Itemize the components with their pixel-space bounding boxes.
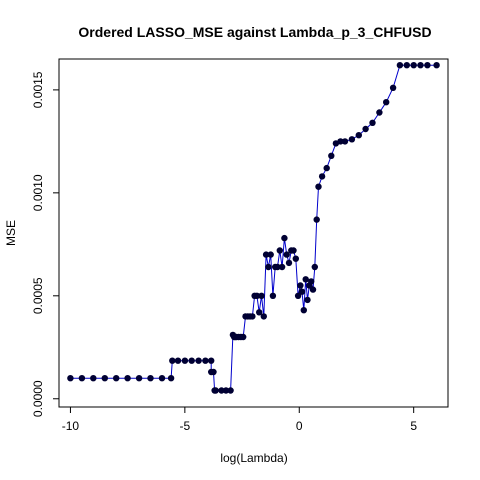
- x-tick-label: 5: [410, 419, 417, 433]
- y-tick-label: 0.0000: [31, 380, 45, 417]
- data-point: [174, 357, 182, 364]
- data-point: [318, 173, 326, 180]
- data-point: [383, 99, 390, 106]
- data-point: [78, 375, 86, 382]
- data-point: [202, 357, 209, 364]
- data-point: [300, 307, 307, 314]
- data-point: [208, 357, 215, 364]
- x-axis: -10 -5 0 5: [62, 407, 417, 433]
- y-tick-label: 0.0005: [31, 277, 45, 314]
- data-point: [90, 375, 97, 382]
- y-tick-label: 0.0010: [31, 174, 45, 211]
- data-point: [424, 61, 431, 69]
- data-point: [283, 251, 290, 258]
- data-point: [308, 278, 315, 285]
- data-point: [278, 263, 286, 271]
- data-point: [294, 292, 302, 299]
- data-point: [158, 375, 166, 382]
- data-point: [188, 357, 195, 364]
- data-point: [256, 309, 263, 316]
- x-axis-label: log(Lambda): [220, 451, 287, 465]
- data-point: [297, 282, 304, 289]
- data-point: [313, 216, 320, 223]
- data-point: [433, 61, 440, 69]
- data-point: [281, 234, 288, 242]
- data-point: [240, 333, 247, 341]
- data-point: [337, 138, 344, 145]
- data-point: [292, 255, 299, 262]
- data-point: [355, 132, 362, 139]
- data-point: [396, 61, 404, 69]
- data-point: [328, 152, 335, 159]
- data-point: [212, 387, 219, 394]
- data-point: [253, 292, 261, 299]
- data-point: [290, 247, 297, 254]
- data-point: [274, 263, 281, 271]
- series-points: [67, 61, 440, 394]
- x-tick-label: -10: [62, 419, 80, 433]
- data-point: [369, 119, 376, 127]
- data-point: [265, 263, 272, 271]
- data-point: [304, 296, 311, 304]
- data-point: [218, 387, 225, 394]
- data-point: [410, 61, 417, 69]
- data-point: [403, 61, 410, 69]
- data-point: [262, 251, 270, 258]
- data-point: [169, 357, 176, 364]
- x-tick-label: -5: [180, 419, 191, 433]
- data-point: [276, 247, 283, 254]
- x-tick-label: 0: [296, 419, 303, 433]
- data-point: [269, 292, 277, 299]
- data-point: [222, 387, 230, 394]
- data-point: [181, 357, 189, 364]
- data-point: [258, 292, 265, 299]
- data-point: [167, 375, 175, 382]
- data-point: [362, 125, 369, 133]
- data-point: [101, 375, 109, 382]
- data-point: [323, 164, 330, 172]
- data-point: [302, 276, 309, 283]
- data-point: [113, 375, 120, 382]
- data-point: [135, 375, 143, 382]
- y-axis-label: MSE: [4, 220, 18, 246]
- data-point: [389, 84, 397, 92]
- plot-frame: [58, 58, 449, 408]
- data-point: [210, 368, 217, 376]
- data-point: [298, 288, 306, 295]
- data-point: [267, 251, 274, 258]
- data-point: [195, 357, 202, 364]
- data-point: [67, 375, 74, 382]
- data-point: [260, 313, 267, 320]
- data-point: [285, 259, 293, 267]
- y-axis: 0.0000 0.0005 0.0010 0.0015: [31, 71, 59, 417]
- data-point: [341, 138, 349, 145]
- data-point: [348, 136, 356, 143]
- chart-title: Ordered LASSO_MSE against Lambda_p_3_CHF…: [78, 24, 431, 40]
- data-point: [227, 387, 234, 394]
- data-point: [249, 313, 256, 320]
- data-point: [376, 109, 383, 116]
- data-point: [315, 183, 322, 190]
- data-point: [311, 263, 318, 271]
- y-tick-label: 0.0015: [31, 71, 45, 108]
- data-point: [147, 375, 154, 382]
- data-point: [124, 375, 131, 382]
- data-point: [309, 286, 317, 293]
- data-point: [417, 61, 424, 69]
